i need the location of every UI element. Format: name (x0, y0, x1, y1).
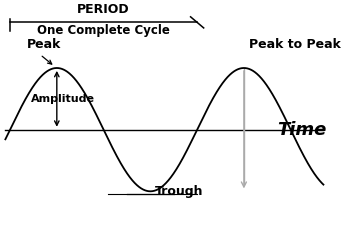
Text: Peak to Peak: Peak to Peak (248, 38, 341, 51)
Text: PERIOD: PERIOD (77, 3, 130, 16)
Text: Time: Time (277, 121, 326, 139)
Text: Trough: Trough (155, 185, 203, 198)
Text: Peak: Peak (27, 38, 61, 51)
Text: One Complete Cycle: One Complete Cycle (37, 24, 170, 37)
Text: Amplitude: Amplitude (31, 94, 95, 104)
